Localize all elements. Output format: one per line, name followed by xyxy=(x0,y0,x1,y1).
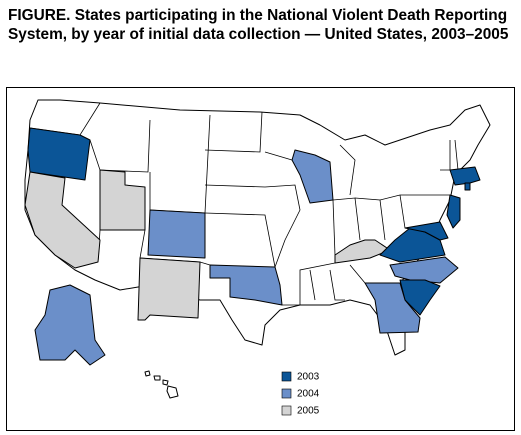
legend-swatch xyxy=(281,405,292,416)
map: 2003 2004 2005 xyxy=(6,87,515,431)
state-georgia xyxy=(364,282,421,334)
state-new-mexico xyxy=(137,257,201,321)
state-utah xyxy=(99,169,146,231)
legend: 2003 2004 2005 xyxy=(281,371,320,417)
state-north-carolina xyxy=(389,256,459,284)
state-alaska xyxy=(34,284,106,366)
legend-label: 2004 xyxy=(297,389,320,400)
state-colorado xyxy=(147,209,206,259)
state-oklahoma xyxy=(209,264,283,306)
state-new-jersey xyxy=(446,194,461,229)
state-wisconsin xyxy=(291,149,334,204)
state-massachusetts xyxy=(449,166,481,186)
legend-swatch xyxy=(281,388,292,399)
legend-swatch xyxy=(281,371,292,382)
state-hawaii xyxy=(144,370,179,399)
state-california xyxy=(24,171,101,269)
legend-label: 2003 xyxy=(297,372,320,383)
state-rhode-island xyxy=(464,182,471,191)
state-maryland xyxy=(404,221,449,241)
state-kentucky xyxy=(334,239,391,264)
state-oregon xyxy=(27,127,91,181)
figure-title: FIGURE. States participating in the Nati… xyxy=(8,7,509,43)
legend-label: 2005 xyxy=(297,406,320,417)
